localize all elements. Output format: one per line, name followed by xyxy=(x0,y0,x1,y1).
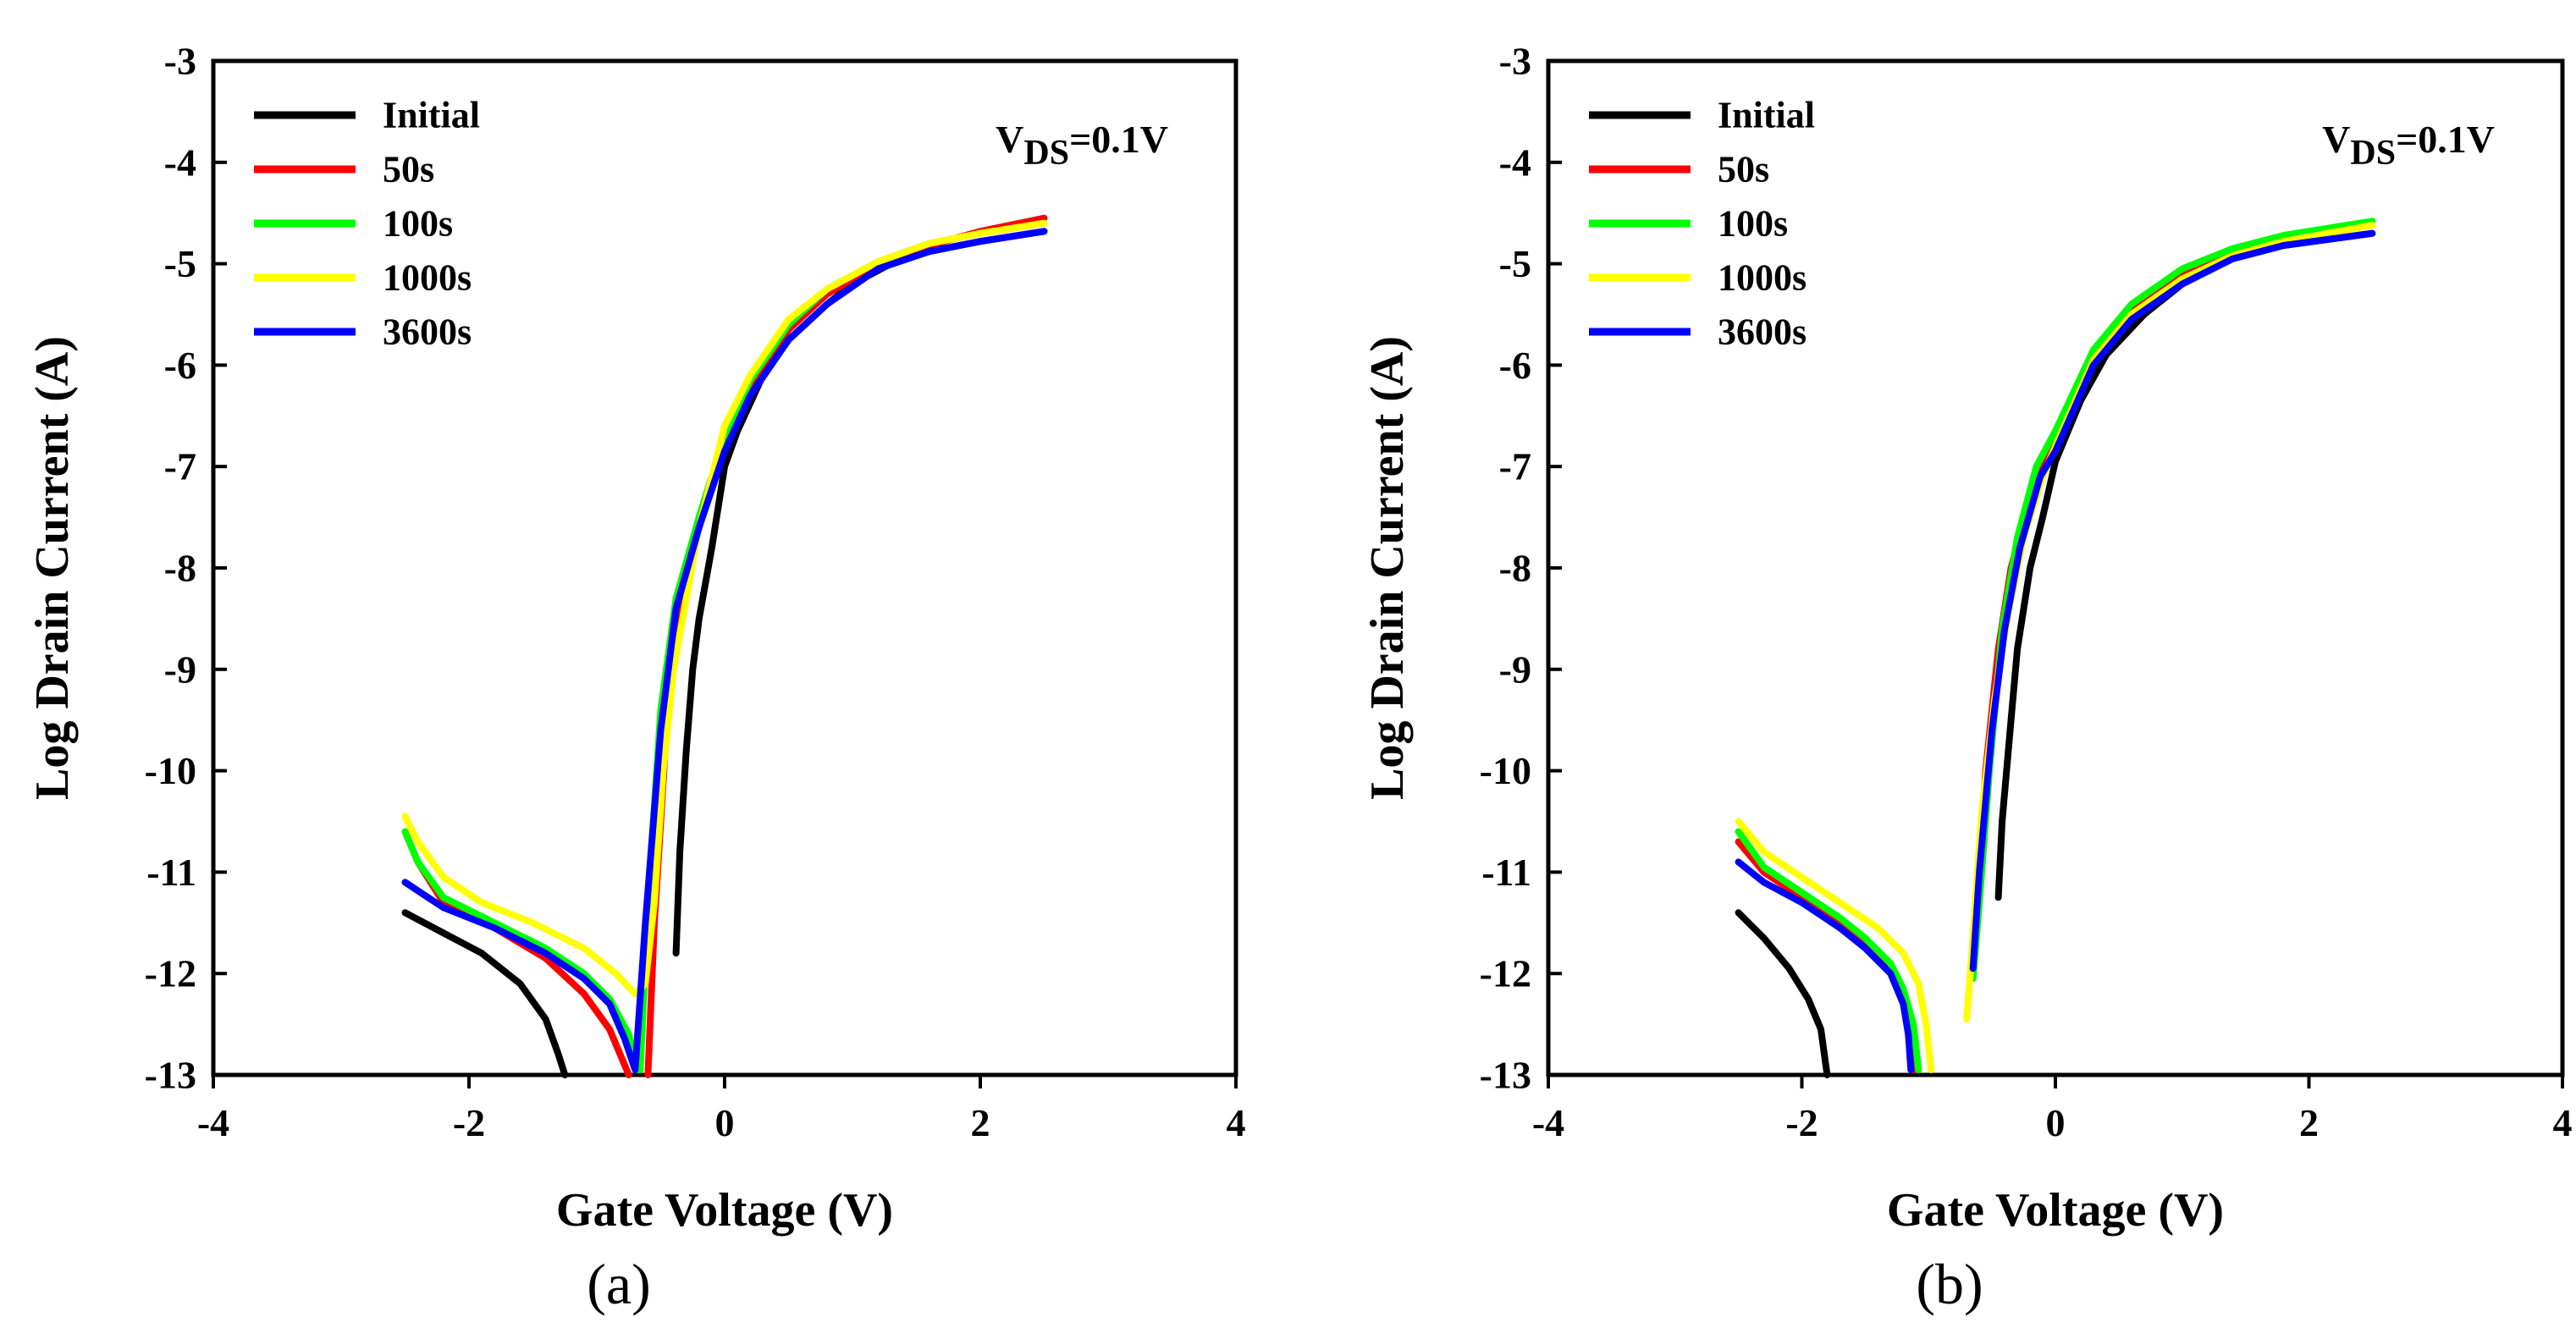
x-tick-label: 0 xyxy=(2046,1101,2066,1144)
series-line-3600s xyxy=(401,228,1048,1073)
y-tick-label: -7 xyxy=(1499,445,1531,488)
y-tick-label: -10 xyxy=(1480,749,1531,792)
x-tick-label: 4 xyxy=(1227,1101,1246,1144)
x-tick-label: 2 xyxy=(2299,1101,2319,1144)
series-line-1000s xyxy=(401,219,1048,998)
y-tick-label: -13 xyxy=(145,1054,196,1097)
legend-label: 50s xyxy=(1718,149,1769,190)
legend-label: 100s xyxy=(383,203,453,245)
y-tick-label: -3 xyxy=(164,40,196,83)
vds-annotation: VDS=0.1V xyxy=(996,118,1168,173)
y-tick-label: -11 xyxy=(1481,851,1531,894)
legend-label: Initial xyxy=(1718,95,1815,136)
legend-label: 3600s xyxy=(383,311,472,353)
vds-annotation: VDS=0.1V xyxy=(2322,118,2495,173)
x-axis-title: Gate Voltage (V) xyxy=(556,1184,893,1237)
x-tick-label: -2 xyxy=(453,1101,485,1144)
x-tick-label: 0 xyxy=(715,1101,735,1144)
y-tick-label: -9 xyxy=(1499,647,1531,691)
y-tick-label: -4 xyxy=(1499,141,1531,184)
y-tick-label: -6 xyxy=(1499,344,1531,387)
plot-frame xyxy=(211,58,1238,1077)
y-tick-label: -5 xyxy=(164,242,196,285)
legend-label: 3600s xyxy=(1718,311,1807,353)
legend-label: Initial xyxy=(383,95,480,136)
y-tick-label: -9 xyxy=(164,647,196,691)
x-tick-label: -2 xyxy=(1785,1101,1818,1144)
y-tick-label: -3 xyxy=(1499,40,1531,83)
legend-label: 1000s xyxy=(1718,257,1807,299)
x-tick-label: 4 xyxy=(2553,1101,2573,1144)
series-line-100s xyxy=(401,219,1048,1073)
x-tick-label: -4 xyxy=(1532,1101,1564,1144)
y-axis-title: Log Drain Current (A) xyxy=(26,336,79,800)
y-tick-label: -12 xyxy=(145,952,196,995)
x-tick-label: 2 xyxy=(971,1101,990,1144)
series-line-initial xyxy=(1735,229,2376,1078)
y-tick-label: -8 xyxy=(164,547,196,590)
y-axis-title: Log Drain Current (A) xyxy=(1361,336,1414,800)
y-tick-label: -13 xyxy=(1480,1054,1531,1097)
series-line-100s xyxy=(1735,218,2376,1073)
x-tick-label: -4 xyxy=(197,1101,229,1144)
panel-label: (a) xyxy=(587,1252,650,1316)
y-tick-label: -6 xyxy=(164,344,196,387)
series-line-50s xyxy=(1735,222,2376,1073)
y-tick-label: -5 xyxy=(1499,242,1531,285)
y-tick-label: -12 xyxy=(1480,952,1531,995)
series-line-initial xyxy=(401,228,1048,1078)
series-line-50s xyxy=(401,214,1048,1078)
series-line-3600s xyxy=(1735,229,2376,1073)
y-tick-label: -11 xyxy=(146,851,196,894)
y-tick-label: -7 xyxy=(164,445,196,488)
legend-label: 100s xyxy=(1718,203,1788,245)
y-tick-label: -8 xyxy=(1499,547,1531,590)
y-tick-label: -10 xyxy=(145,749,196,792)
legend-label: 1000s xyxy=(383,257,472,299)
panel-label: (b) xyxy=(1916,1252,1983,1316)
series-line-1000s xyxy=(1735,222,2376,1073)
y-tick-label: -4 xyxy=(164,141,196,184)
plot-frame xyxy=(1546,58,2565,1077)
legend-label: 50s xyxy=(383,149,434,190)
x-axis-title: Gate Voltage (V) xyxy=(1887,1184,2224,1237)
